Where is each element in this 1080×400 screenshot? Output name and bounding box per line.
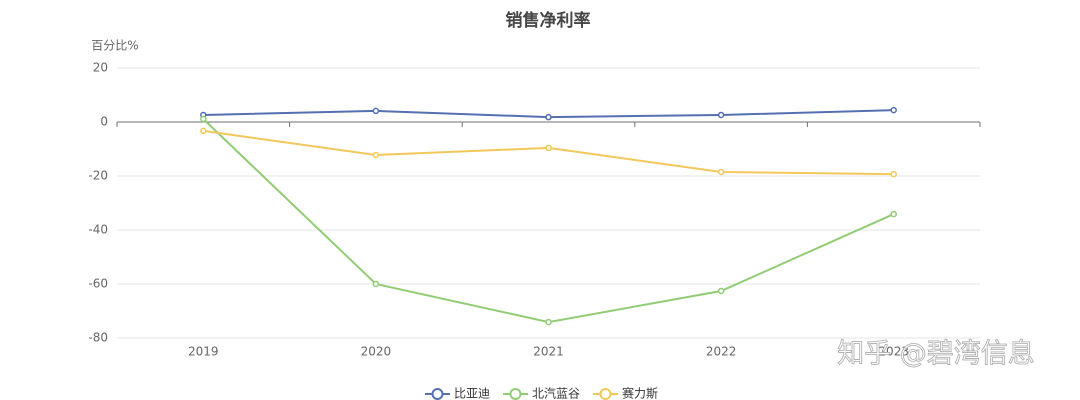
legend-label: 赛力斯 xyxy=(622,386,658,400)
x-tick-label: 2022 xyxy=(706,345,737,359)
data-point xyxy=(545,144,552,152)
data-point xyxy=(372,151,380,159)
data-point xyxy=(372,280,380,288)
data-point xyxy=(890,106,897,114)
legend-icon xyxy=(509,388,522,400)
y-tick-label: 0 xyxy=(100,115,108,129)
legend-icon xyxy=(599,388,612,400)
data-point xyxy=(717,168,725,176)
chart-title: 销售净利率 xyxy=(506,10,591,31)
data-point xyxy=(545,113,552,121)
legend-label: 北汽蓝谷 xyxy=(532,386,580,400)
legend-label: 比亚迪 xyxy=(454,387,490,400)
y-tick-label: -20 xyxy=(88,169,108,183)
data-point xyxy=(717,287,725,295)
data-point xyxy=(372,107,380,115)
legend-icon xyxy=(431,388,444,400)
data-point xyxy=(200,127,207,135)
data-point xyxy=(717,111,725,119)
series-line xyxy=(203,129,894,176)
x-tick-label: 2023 xyxy=(878,345,909,359)
watermark: 知乎 @碧湾信息 xyxy=(837,339,1035,370)
x-tick-label: 2020 xyxy=(361,345,392,359)
x-tick-label: 2019 xyxy=(188,345,219,359)
data-point xyxy=(545,318,552,326)
y-tick-label: -80 xyxy=(88,331,108,345)
y-tick-label: -40 xyxy=(88,223,108,237)
data-point xyxy=(890,210,897,218)
data-point xyxy=(200,115,207,123)
x-tick-label: 2021 xyxy=(533,345,564,359)
data-point xyxy=(890,170,897,178)
y-axis-label: 百分比% xyxy=(91,39,138,53)
y-tick-label: -60 xyxy=(88,277,108,291)
y-tick-label: 20 xyxy=(93,61,108,75)
